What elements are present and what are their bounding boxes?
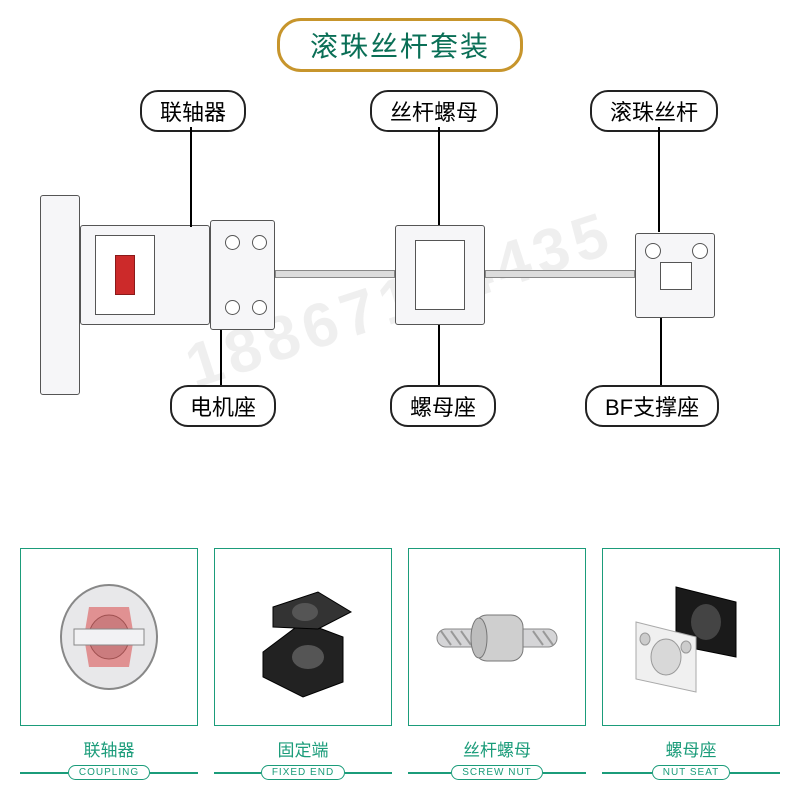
lead-line — [190, 127, 192, 227]
thumb-label-en: SCREW NUT — [451, 765, 543, 780]
page-title: 滚珠丝杆套装 — [277, 18, 523, 72]
thumbnail-row: 联轴器 COUPLING 固定端 FIXED END — [20, 548, 780, 780]
coupling-icon — [39, 567, 179, 707]
thumb-label-cn: 丝杆螺母 — [463, 736, 531, 761]
thumb-label-en-wrap: SCREW NUT — [408, 765, 586, 780]
thumb-screw-nut: 丝杆螺母 SCREW NUT — [408, 548, 586, 780]
label-bf-support: BF支撑座 — [585, 385, 719, 427]
thumb-label-cn: 螺母座 — [666, 736, 717, 761]
thumb-fixed-end: 固定端 FIXED END — [214, 548, 392, 780]
label-nut-housing: 螺母座 — [390, 385, 496, 427]
label-screw-nut: 丝杆螺母 — [370, 90, 498, 132]
lead-line — [438, 325, 440, 385]
lead-line — [438, 127, 440, 225]
thumb-label-en: FIXED END — [261, 765, 345, 780]
lead-line — [660, 318, 662, 385]
label-ball-screw: 滚珠丝杆 — [590, 90, 718, 132]
thumb-image — [408, 548, 586, 726]
thumb-image — [602, 548, 780, 726]
thumb-nut-seat: 螺母座 NUT SEAT — [602, 548, 780, 780]
fixed-end-icon — [233, 567, 373, 707]
thumb-image — [214, 548, 392, 726]
nut-seat-icon — [621, 567, 761, 707]
label-coupling: 联轴器 — [140, 90, 246, 132]
thumb-label-en-wrap: COUPLING — [20, 765, 198, 780]
thumb-label-en: NUT SEAT — [652, 765, 731, 780]
label-motor-mount: 电机座 — [170, 385, 276, 427]
assembly-diagram: 18867104435 联轴器 丝杆螺母 滚珠丝杆 电机座 螺母座 BF支撑座 — [20, 75, 780, 525]
thumb-label-cn: 联轴器 — [84, 736, 135, 761]
thumb-label-en-wrap: FIXED END — [214, 765, 392, 780]
lead-line — [658, 127, 660, 232]
thumb-image — [20, 548, 198, 726]
thumb-coupling: 联轴器 COUPLING — [20, 548, 198, 780]
thumb-label-cn: 固定端 — [278, 736, 329, 761]
screw-nut-icon — [427, 567, 567, 707]
thumb-label-en-wrap: NUT SEAT — [602, 765, 780, 780]
thumb-label-en: COUPLING — [68, 765, 150, 780]
lead-line — [220, 330, 222, 385]
